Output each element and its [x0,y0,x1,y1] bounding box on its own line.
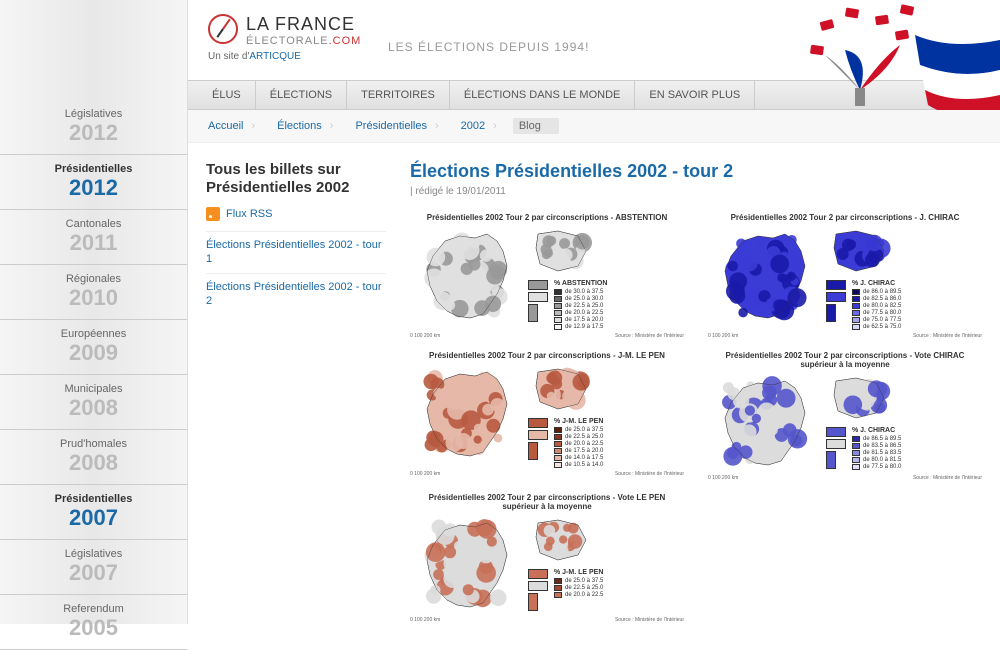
sidebar-item-prudhomales-2008[interactable]: Prud'homales 2008 [0,430,187,485]
sidebar-item-lgislatives-2007[interactable]: Législatives 2007 [0,540,187,595]
article: Élections Présidentielles 2002 - tour 2 … [410,161,982,623]
region-detail-icon [826,373,896,423]
sidebar-item-year: 2007 [0,562,187,584]
france-map-icon [708,373,818,473]
rss-link[interactable]: Flux RSS [206,207,386,221]
compass-icon [208,14,238,44]
sidebar-item-label: Législatives [0,108,187,120]
region-detail-icon [528,515,598,565]
logo[interactable]: LA FRANCE ÉLECTORALE.COM [208,14,980,47]
map-card-4[interactable]: Présidentielles 2002 Tour 2 par circonsc… [410,493,684,623]
region-detail-icon [826,226,896,276]
france-map-icon [410,515,520,615]
sidebar-item-year: 2008 [0,452,187,474]
map-legend: % J-M. LE PEN de 25.0 à 37.5de 22.5 à 25… [554,569,603,611]
sidebar-item-year: 2009 [0,342,187,364]
sidebar-item-year: 2011 [0,232,187,254]
sidebar-item-label: Régionales [0,273,187,285]
content: Tous les billets sur Présidentielles 200… [188,143,1000,641]
header: LA FRANCE ÉLECTORALE.COM Un site d'ARTIC… [188,0,1000,80]
breadcrumb-blog[interactable]: Blog [513,118,559,134]
map-card-3[interactable]: Présidentielles 2002 Tour 2 par circonsc… [708,351,982,481]
sidebar-item-label: Présidentielles [0,163,187,175]
sidebar-item-year: 2008 [0,397,187,419]
main: LA FRANCE ÉLECTORALE.COM Un site d'ARTIC… [188,0,1000,624]
logo-line2: ÉLECTORALE.COM [246,35,361,47]
tagline: LES ÉLECTIONS DEPUIS 1994! [388,40,589,54]
sidebar-item-label: Européennes [0,328,187,340]
sidebar-item-prsidentielles-2012[interactable]: Présidentielles 2012 [0,155,187,210]
map-legend: % J. CHIRAC de 86.0 à 89.5de 82.5 à 86.0… [852,280,901,331]
article-title: Élections Présidentielles 2002 - tour 2 [410,161,982,182]
breadcrumb-lections[interactable]: Élections [271,118,343,134]
map-title: Présidentielles 2002 Tour 2 par circonsc… [708,351,982,369]
nav-item-lectionsdanslemonde[interactable]: ÉLECTIONS DANS LE MONDE [450,81,635,109]
sidebar-item-label: Législatives [0,548,187,560]
sidebar-item-referendum-2005[interactable]: Referendum 2005 [0,595,187,650]
blog-link[interactable]: Élections Présidentielles 2002 - tour 1 [206,231,386,273]
sidebar-item-year: 2012 [0,122,187,144]
breadcrumb-prsidentielles[interactable]: Présidentielles [349,118,448,134]
map-legend: % ABSTENTION de 30.0 à 37.5de 25.0 à 30.… [554,280,607,331]
sidebar-item-rgionales-2010[interactable]: Régionales 2010 [0,265,187,320]
blog-heading: Tous les billets sur Présidentielles 200… [206,161,386,197]
nav-item-lus[interactable]: ÉLUS [198,81,256,109]
nav-item-lections[interactable]: ÉLECTIONS [256,81,347,109]
breadcrumb-2002[interactable]: 2002 [455,118,507,134]
rss-icon [206,207,220,221]
main-nav: ÉLUSÉLECTIONSTERRITOIRESÉLECTIONS DANS L… [188,80,1000,110]
maps-grid: Présidentielles 2002 Tour 2 par circonsc… [410,213,982,623]
france-map-icon [410,226,520,326]
article-meta: | rédigé le 19/01/2011 [410,186,982,197]
sidebar-item-municipales-2008[interactable]: Municipales 2008 [0,375,187,430]
sidebar-item-cantonales-2011[interactable]: Cantonales 2011 [0,210,187,265]
region-detail-icon [528,364,598,414]
logo-subtitle: Un site d'ARTICQUE [208,51,980,62]
breadcrumb: Accueil Élections Présidentielles 2002 Blog [188,110,1000,143]
left-column: Tous les billets sur Présidentielles 200… [206,161,386,623]
map-title: Présidentielles 2002 Tour 2 par circonsc… [410,213,684,222]
blog-link[interactable]: Élections Présidentielles 2002 - tour 2 [206,273,386,315]
france-map-icon [410,364,520,464]
sidebar-item-label: Referendum [0,603,187,615]
map-card-2[interactable]: Présidentielles 2002 Tour 2 par circonsc… [410,351,684,481]
nav-item-territoires[interactable]: TERRITOIRES [347,81,450,109]
sidebar-item-label: Municipales [0,383,187,395]
map-legend: % J. CHIRAC de 86.5 à 89.5de 83.5 à 86.5… [852,427,901,471]
nav-item-ensavoirplus[interactable]: EN SAVOIR PLUS [635,81,755,109]
sidebar-item-lgislatives-2012[interactable]: Législatives 2012 [0,100,187,155]
map-title: Présidentielles 2002 Tour 2 par circonsc… [410,351,684,360]
sidebar-item-year: 2010 [0,287,187,309]
france-map-icon [708,226,818,326]
articque-link[interactable]: ARTICQUE [249,51,301,62]
region-detail-icon [528,226,598,276]
sidebar-item-europennes-2009[interactable]: Européennes 2009 [0,320,187,375]
map-legend: % J-M. LE PEN de 25.0 à 37.5de 22.5 à 25… [554,418,603,469]
sidebar: Législatives 2012 Présidentielles 2012 Canto… [0,0,188,624]
map-card-0[interactable]: Présidentielles 2002 Tour 2 par circonsc… [410,213,684,339]
logo-line1: LA FRANCE [246,14,361,35]
sidebar-item-year: 2012 [0,177,187,199]
map-card-1[interactable]: Présidentielles 2002 Tour 2 par circonsc… [708,213,982,339]
sidebar-item-prsidentielles-2007[interactable]: Présidentielles 2007 [0,485,187,540]
map-title: Présidentielles 2002 Tour 2 par circonsc… [410,493,684,511]
sidebar-item-year: 2005 [0,617,187,639]
breadcrumb-accueil[interactable]: Accueil [202,118,265,134]
map-title: Présidentielles 2002 Tour 2 par circonsc… [708,213,982,222]
sidebar-item-label: Prud'homales [0,438,187,450]
sidebar-item-year: 2007 [0,507,187,529]
sidebar-item-label: Cantonales [0,218,187,230]
sidebar-item-label: Présidentielles [0,493,187,505]
